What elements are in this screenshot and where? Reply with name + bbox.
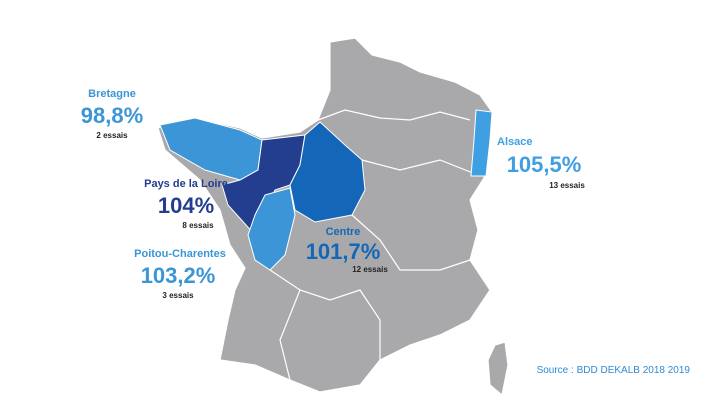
source: Source : BDD DEKALB 2018 2019 bbox=[537, 365, 691, 376]
region-value: 101,7% bbox=[306, 239, 381, 264]
region-value: 104% bbox=[158, 193, 214, 218]
region-value: 105,5% bbox=[507, 152, 582, 177]
region-border bbox=[317, 109, 471, 121]
region-value: 98,8% bbox=[81, 103, 143, 128]
region-trials: 8 essais bbox=[182, 221, 214, 230]
region-value: 103,2% bbox=[141, 263, 216, 288]
region-trials: 12 essais bbox=[352, 265, 388, 274]
region-poitou-charentes bbox=[247, 187, 296, 271]
region-alsace bbox=[470, 109, 493, 177]
region-border bbox=[279, 289, 301, 381]
region-trials: 13 essais bbox=[549, 181, 585, 190]
region-centre bbox=[289, 121, 366, 223]
region-name: Alsace bbox=[497, 136, 532, 148]
france-map bbox=[157, 37, 509, 397]
region-name: Poitou-Charentes bbox=[134, 248, 226, 260]
region-name: Pays de la Loire bbox=[144, 178, 228, 190]
region-trials: 2 essais bbox=[96, 131, 128, 140]
region-name: Bretagne bbox=[88, 88, 136, 100]
region-name: Centre bbox=[326, 226, 361, 238]
corsica bbox=[487, 341, 509, 397]
region-border bbox=[351, 214, 471, 271]
region-border bbox=[361, 159, 479, 176]
region-trials: 3 essais bbox=[162, 291, 194, 300]
region-border bbox=[269, 269, 381, 360]
region-bretagne bbox=[159, 117, 263, 181]
